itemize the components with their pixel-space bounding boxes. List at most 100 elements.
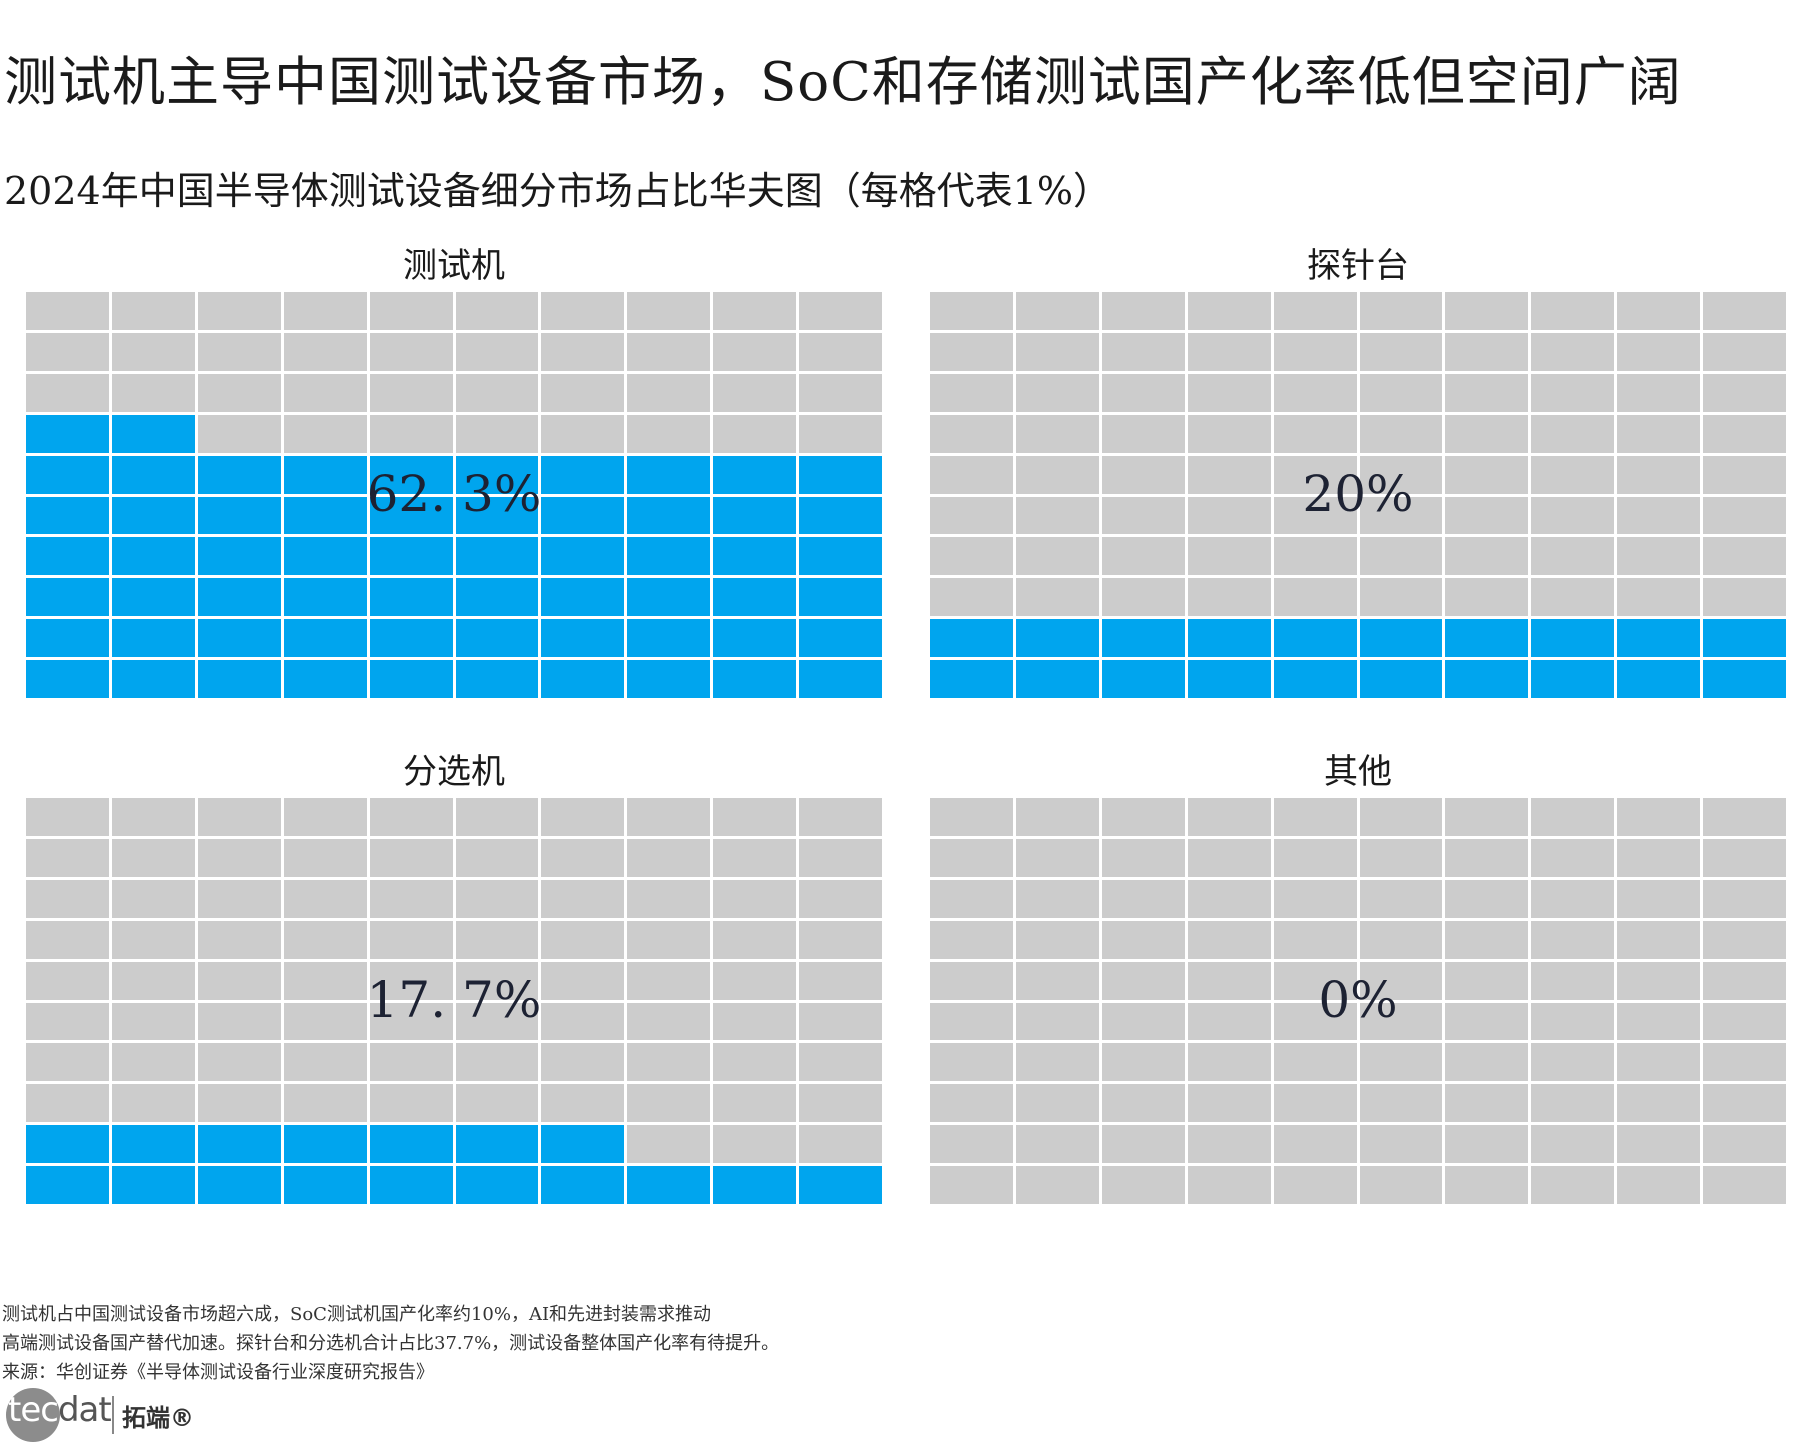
waffle-cell-empty (1015, 920, 1099, 959)
waffle-cell-empty (930, 1166, 1013, 1204)
waffle-cell-filled (1359, 660, 1443, 698)
waffle-cell-empty (627, 798, 711, 836)
waffle-cell-empty (197, 1002, 281, 1041)
waffle-cell-empty (627, 1125, 711, 1164)
waffle-cell-empty (713, 879, 797, 918)
waffle-cell-filled (283, 1166, 367, 1204)
waffle-cell-empty (1531, 1084, 1615, 1123)
waffle-cell-empty (26, 1043, 109, 1082)
waffle-cell-empty (26, 373, 109, 412)
waffle-cell-empty (1703, 798, 1786, 836)
waffle-cell-empty (799, 332, 882, 371)
waffle-cell-filled (713, 619, 797, 658)
waffle-cell-empty (799, 373, 882, 412)
waffle-cell-empty (799, 1002, 882, 1041)
waffle-cell-filled (369, 496, 453, 535)
waffle-cell-empty (1445, 1166, 1529, 1204)
waffle-cell-empty (1531, 961, 1615, 1000)
waffle-cell-empty (1531, 1166, 1615, 1204)
waffle-cell-empty (1359, 1166, 1443, 1204)
chart-title: 测试机主导中国测试设备市场，SoC和存储测试国产化率低但空间广阔 (4, 52, 1682, 113)
waffle-cell-empty (541, 879, 625, 918)
waffle-cell-empty (26, 920, 109, 959)
waffle-cell-empty (1015, 1125, 1099, 1164)
waffle-cell-empty (930, 414, 1013, 453)
waffle-cell-filled (197, 619, 281, 658)
waffle-cell-empty (1359, 373, 1443, 412)
waffle-cell-filled (541, 537, 625, 576)
waffle-cell-empty (713, 798, 797, 836)
logo-wordmark: tecdat (8, 1390, 112, 1430)
waffle-cell-filled (369, 578, 453, 617)
waffle-cell-filled (930, 660, 1013, 698)
waffle-cell-empty (930, 1084, 1013, 1123)
waffle-cell-empty (1273, 496, 1357, 535)
waffle-cell-empty (197, 879, 281, 918)
waffle-cell-empty (541, 332, 625, 371)
waffle-cell-filled (1617, 660, 1701, 698)
waffle-grid (930, 798, 1786, 1204)
waffle-cell-empty (1531, 1043, 1615, 1082)
waffle-cell-empty (369, 1043, 453, 1082)
waffle-cell-empty (1703, 1043, 1786, 1082)
waffle-cell-filled (1273, 660, 1357, 698)
waffle-grid (26, 798, 882, 1204)
waffle-cell-empty (283, 920, 367, 959)
waffle-cell-filled (455, 660, 539, 698)
waffle-cell-empty (930, 838, 1013, 877)
waffle-cell-empty (627, 332, 711, 371)
waffle-cell-empty (627, 1084, 711, 1123)
waffle-cell-empty (1187, 332, 1271, 371)
waffle-cell-empty (369, 332, 453, 371)
waffle-cell-empty (111, 292, 195, 330)
waffle-cell-empty (1445, 414, 1529, 453)
waffle-cell-empty (455, 332, 539, 371)
waffle-grid (26, 292, 882, 698)
waffle-cell-empty (283, 1084, 367, 1123)
waffle-cell-empty (197, 414, 281, 453)
waffle-cell-filled (111, 619, 195, 658)
waffle-cell-empty (111, 373, 195, 412)
waffle-cell-filled (541, 455, 625, 494)
waffle-cell-empty (627, 1043, 711, 1082)
waffle-cell-empty (369, 414, 453, 453)
waffle-cell-empty (930, 496, 1013, 535)
waffle-cell-empty (930, 798, 1013, 836)
waffle-cell-empty (1531, 537, 1615, 576)
waffle-cell-empty (1531, 373, 1615, 412)
waffle-cell-empty (713, 961, 797, 1000)
waffle-cell-empty (627, 961, 711, 1000)
waffle-cell-empty (1101, 373, 1185, 412)
footnote-line: 测试机占中国测试设备市场超六成，SoC测试机国产化率约10%，AI和先进封装需求… (2, 1304, 712, 1325)
waffle-cell-empty (1273, 537, 1357, 576)
waffle-cell-empty (1703, 373, 1786, 412)
waffle-cell-empty (541, 961, 625, 1000)
waffle-cell-empty (1273, 798, 1357, 836)
waffle-cell-empty (930, 1125, 1013, 1164)
waffle-cell-empty (111, 332, 195, 371)
waffle-cell-empty (1617, 455, 1701, 494)
waffle-cell-filled (26, 414, 109, 453)
waffle-cell-empty (930, 455, 1013, 494)
panel-title: 测试机 (403, 246, 505, 286)
waffle-cell-empty (1703, 537, 1786, 576)
waffle-cell-filled (799, 1166, 882, 1204)
waffle-cell-empty (1015, 961, 1099, 1000)
waffle-cell-empty (627, 373, 711, 412)
waffle-cell-empty (1359, 332, 1443, 371)
waffle-cell-empty (1359, 1125, 1443, 1164)
waffle-cell-filled (111, 1166, 195, 1204)
waffle-cell-empty (26, 332, 109, 371)
waffle-cell-empty (1445, 1084, 1529, 1123)
waffle-cell-filled (1101, 660, 1185, 698)
waffle-cell-filled (283, 537, 367, 576)
waffle-cell-empty (1445, 1043, 1529, 1082)
waffle-cell-filled (26, 537, 109, 576)
waffle-cell-filled (713, 578, 797, 617)
waffle-cell-filled (1187, 619, 1271, 658)
waffle-cell-empty (1531, 838, 1615, 877)
waffle-cell-empty (1531, 455, 1615, 494)
waffle-cell-filled (455, 578, 539, 617)
waffle-cell-empty (1617, 879, 1701, 918)
waffle-cell-empty (1445, 798, 1529, 836)
